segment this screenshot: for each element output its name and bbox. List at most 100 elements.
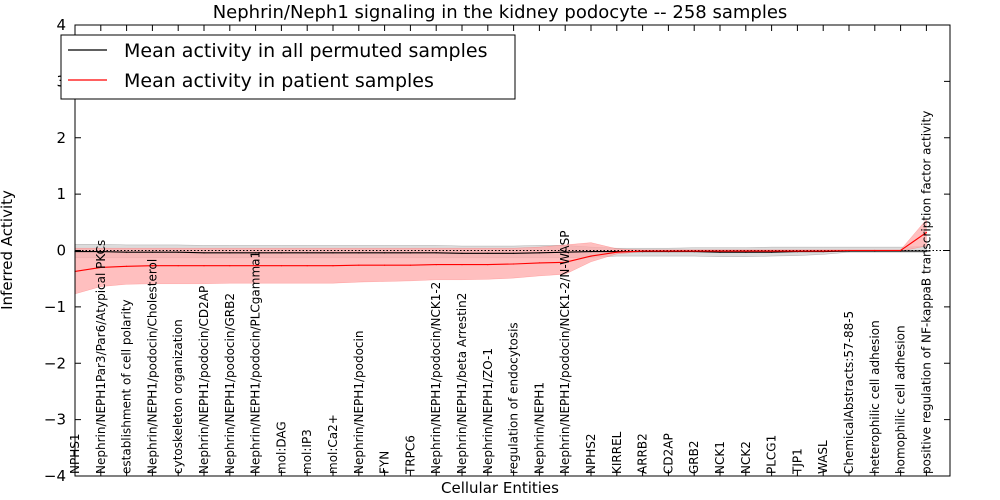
category-label-19: Nephrin/NEPH1/podocin/NCK1-2/N-WASP (558, 231, 572, 474)
point-permuted-9 (306, 252, 308, 254)
point-patient-3 (151, 265, 153, 267)
point-permuted-14 (435, 252, 437, 254)
ytick-label-0: −4 (44, 467, 66, 485)
category-label-22: ARRB2 (636, 433, 650, 474)
category-label-33: positive regulation of NF-kappaB transcr… (919, 111, 933, 474)
point-permuted-11 (358, 252, 360, 254)
chart-title: Nephrin/Neph1 signaling in the kidney po… (213, 2, 788, 23)
point-patient-17 (513, 263, 515, 265)
ytick-label-8: 4 (56, 16, 66, 34)
point-patient-4 (177, 265, 179, 267)
category-label-13: TRPC6 (403, 435, 417, 475)
point-patient-14 (435, 264, 437, 266)
point-patient-2 (126, 265, 128, 267)
x-axis-label: Cellular Entities (441, 479, 559, 497)
point-patient-31 (874, 249, 876, 252)
point-patient-22 (642, 250, 644, 252)
category-label-16: Nephrin/NEPH1/ZO-1 (481, 348, 495, 474)
y-axis-label: Inferred Activity (0, 190, 16, 310)
point-permuted-1 (100, 251, 102, 253)
category-label-32: homophilic cell adhesion (894, 325, 908, 474)
category-label-29: WASL (816, 440, 830, 474)
point-permuted-2 (126, 251, 128, 253)
point-patient-9 (306, 265, 308, 267)
point-permuted-17 (513, 252, 515, 254)
category-label-5: Nephrin/NEPH1/podocin/CD2AP (197, 286, 211, 474)
category-label-14: Nephrin/NEPH1/podocin/NCK1-2 (429, 282, 443, 474)
point-patient-12 (384, 264, 386, 266)
point-permuted-3 (151, 251, 153, 253)
category-label-12: FYN (378, 451, 392, 474)
point-patient-26 (745, 250, 747, 252)
point-patient-6 (229, 265, 231, 267)
point-permuted-33 (925, 250, 928, 252)
point-patient-28 (796, 250, 799, 252)
category-label-30: ChemicalAbstracts:57-88-5 (842, 311, 856, 474)
category-label-17: regulation of endocytosis (507, 322, 521, 474)
category-label-24: GRB2 (687, 440, 701, 474)
point-patient-33 (925, 231, 928, 234)
category-label-8: mol:DAG (274, 421, 288, 474)
ytick-label-2: −2 (44, 354, 66, 372)
point-patient-23 (667, 250, 670, 252)
category-label-20: NPHS2 (584, 434, 598, 475)
point-patient-30 (848, 249, 850, 252)
line-patient (74, 232, 927, 272)
point-permuted-19 (564, 251, 566, 253)
point-patient-25 (719, 250, 721, 252)
category-label-3: Nephrin/NEPH1/podocin/Cholesterol (145, 259, 159, 474)
point-permuted-12 (384, 252, 386, 254)
point-patient-15 (461, 264, 463, 266)
category-label-27: PLCG1 (765, 435, 779, 474)
point-patient-29 (822, 250, 824, 252)
category-label-2: establishment of cell polarity (120, 299, 134, 474)
point-patient-32 (900, 249, 902, 252)
point-permuted-20 (590, 251, 592, 253)
point-patient-19 (564, 261, 566, 263)
point-patient-21 (616, 251, 618, 253)
point-patient-11 (358, 264, 360, 266)
point-patient-16 (487, 264, 489, 266)
category-label-6: Nephrin/NEPH1/podocin/GRB2 (223, 293, 237, 474)
category-label-11: Nephrin/NEPH1/podocin (352, 331, 366, 474)
point-patient-13 (409, 264, 411, 266)
point-patient-1 (100, 266, 102, 268)
legend-label-permuted: Mean activity in all permuted samples (124, 40, 487, 62)
plot-frame (74, 24, 951, 477)
point-permuted-27 (771, 251, 773, 253)
line-permuted (75, 250, 927, 254)
category-label-18: Nephrin/NEPH1 (532, 382, 546, 474)
category-label-15: Nephrin/NEPH1/beta Arrestin2 (455, 293, 469, 474)
point-patient-10 (332, 265, 334, 267)
point-patient-7 (255, 265, 257, 267)
point-permuted-16 (487, 252, 489, 254)
category-label-9: mol:IP3 (300, 429, 314, 474)
series-lines (74, 231, 928, 272)
point-patient-18 (538, 262, 541, 264)
category-label-25: NCK1 (713, 441, 727, 474)
category-label-10: mol:Ca2+ (326, 414, 340, 474)
point-permuted-4 (177, 251, 179, 253)
legend-label-patient: Mean activity in patient samples (124, 70, 434, 92)
point-permuted-25 (719, 251, 721, 253)
ytick-label-1: −3 (44, 411, 66, 429)
point-permuted-7 (255, 252, 257, 254)
category-label-4: cytoskeleton organization (171, 319, 185, 474)
ytick-label-4: 0 (56, 242, 66, 260)
point-permuted-13 (409, 252, 411, 254)
category-label-31: heterophilic cell adhesion (868, 320, 882, 474)
category-label-21: KIRREL (610, 431, 624, 474)
confidence-bands (74, 218, 927, 295)
ytick-label-5: 1 (56, 185, 66, 203)
point-patient-27 (771, 250, 773, 252)
point-permuted-5 (203, 252, 205, 254)
category-label-7: Nephrin/NEPH1/podocin/PLCgamma1 (249, 251, 263, 474)
point-permuted-8 (280, 252, 282, 254)
x-axis-ticks (74, 25, 927, 476)
point-permuted-26 (745, 251, 747, 253)
point-patient-24 (693, 250, 695, 252)
ytick-label-6: 2 (56, 129, 66, 147)
legend: Mean activity in all permuted samples Me… (60, 34, 516, 100)
point-permuted-18 (538, 252, 541, 254)
